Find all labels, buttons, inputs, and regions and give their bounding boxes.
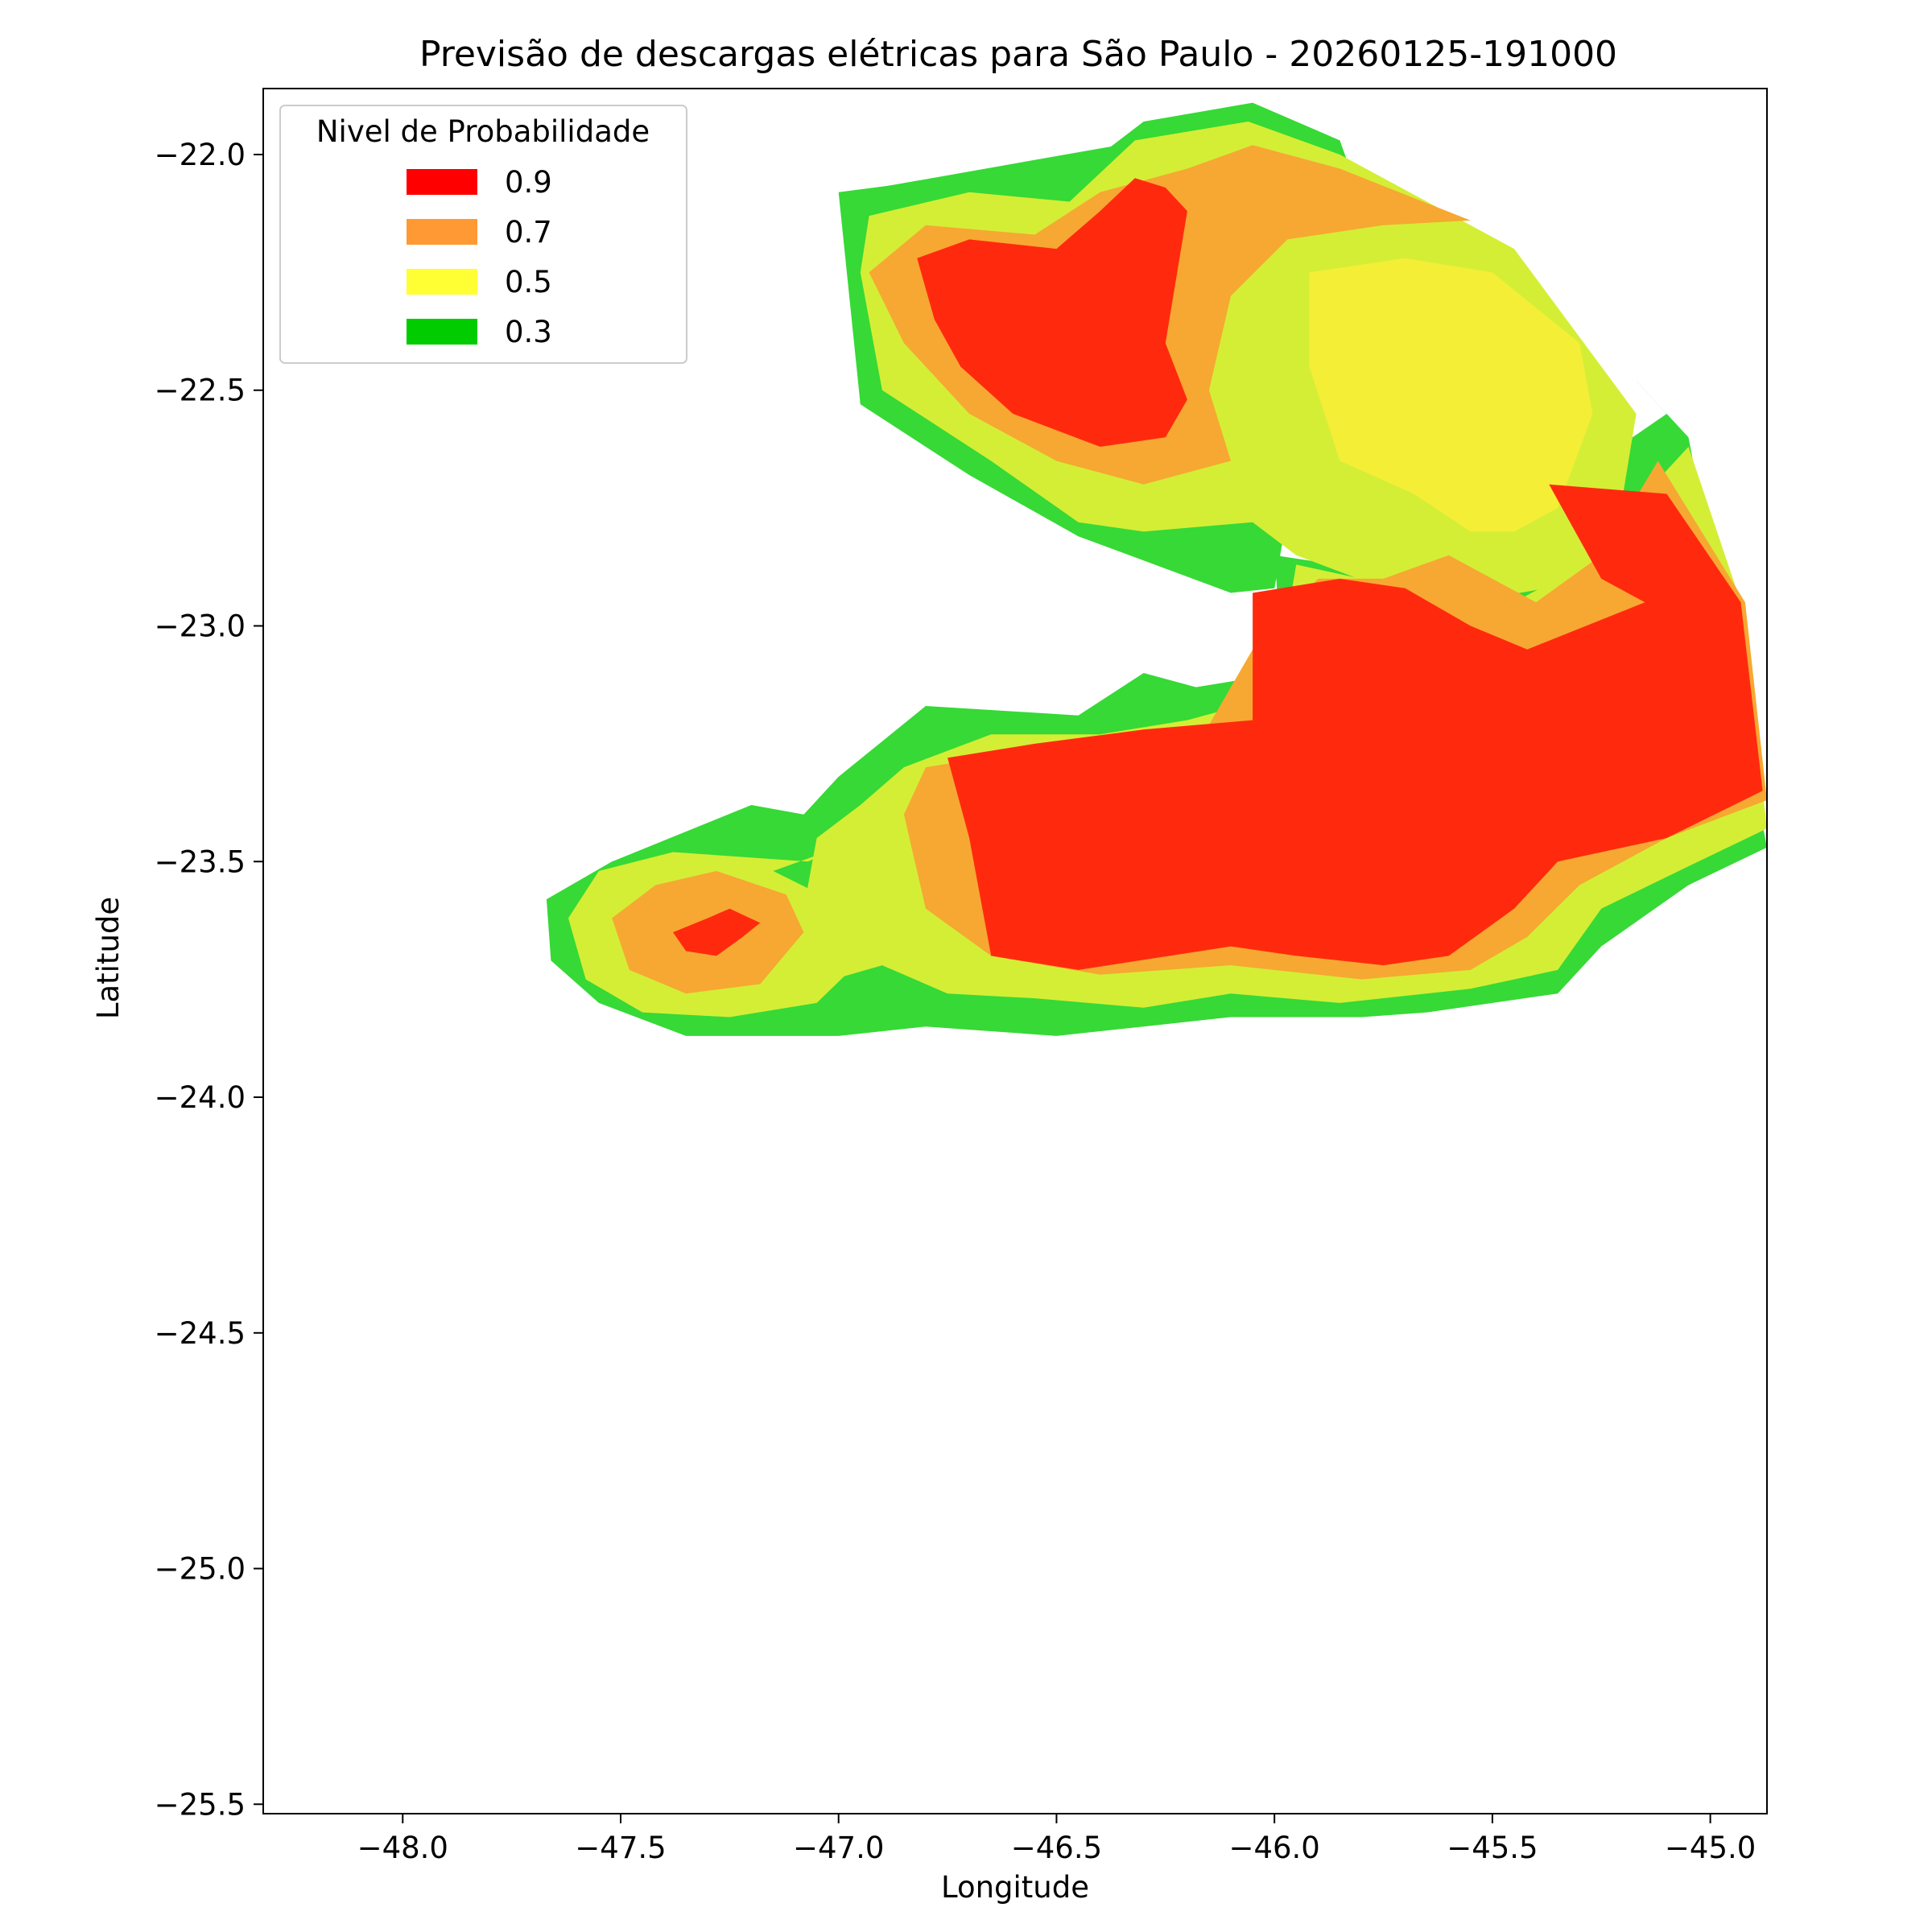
legend-label: 0.5 [505, 265, 552, 299]
x-axis-label: Longitude [941, 1870, 1089, 1905]
y-tick-label: −25.5 [155, 1787, 246, 1822]
x-tick-label: −45.5 [1447, 1831, 1538, 1865]
x-axis-ticks: −48.0 −47.5 −47.0 −46.5 −46.0 −45.5 −45.0 [357, 1814, 1756, 1865]
legend-swatch [407, 169, 477, 195]
y-tick-label: −24.5 [155, 1316, 246, 1351]
y-tick-label: −23.0 [155, 609, 246, 643]
legend-label: 0.9 [505, 165, 552, 200]
x-tick-label: −48.0 [357, 1831, 448, 1865]
region-west-red [673, 908, 761, 956]
legend-title: Nivel de Probabilidade [316, 114, 650, 149]
plot-frame [262, 88, 1768, 1814]
region-south-red [947, 484, 1763, 970]
y-tick-label: −22.0 [155, 138, 246, 172]
y-tick-label: −24.0 [155, 1080, 246, 1115]
contour-regions [546, 102, 1767, 1036]
x-tick-label: −45.0 [1665, 1831, 1756, 1865]
y-tick-label: −25.0 [155, 1552, 246, 1587]
region-yellow-core [1309, 258, 1593, 532]
x-tick-label: −46.0 [1228, 1831, 1319, 1865]
legend-frame [279, 105, 687, 364]
x-tick-label: −46.5 [1011, 1831, 1102, 1865]
chart-title: Previsão de descargas elétricas para São… [419, 34, 1617, 75]
y-tick-label: −22.5 [155, 374, 246, 408]
legend-label: 0.7 [505, 215, 552, 250]
legend-swatch [407, 319, 477, 345]
x-tick-label: −47.5 [575, 1831, 666, 1865]
x-tick-label: −47.0 [793, 1831, 884, 1865]
legend-swatch [407, 269, 477, 295]
legend-label: 0.3 [505, 315, 552, 349]
y-tick-label: −23.5 [155, 844, 246, 879]
legend: Nivel de Probabilidade 0.9 0.7 0.5 0.3 [279, 105, 687, 364]
legend-swatch [407, 219, 477, 245]
y-axis-ticks: −22.0 −22.5 −23.0 −23.5 −24.0 −24.5 −25.0 −25.5 [155, 138, 263, 1822]
legend-entries: 0.9 0.7 0.5 0.3 [407, 165, 552, 349]
region-north-red [917, 178, 1187, 447]
y-axis-label: Latitude [91, 897, 126, 1019]
